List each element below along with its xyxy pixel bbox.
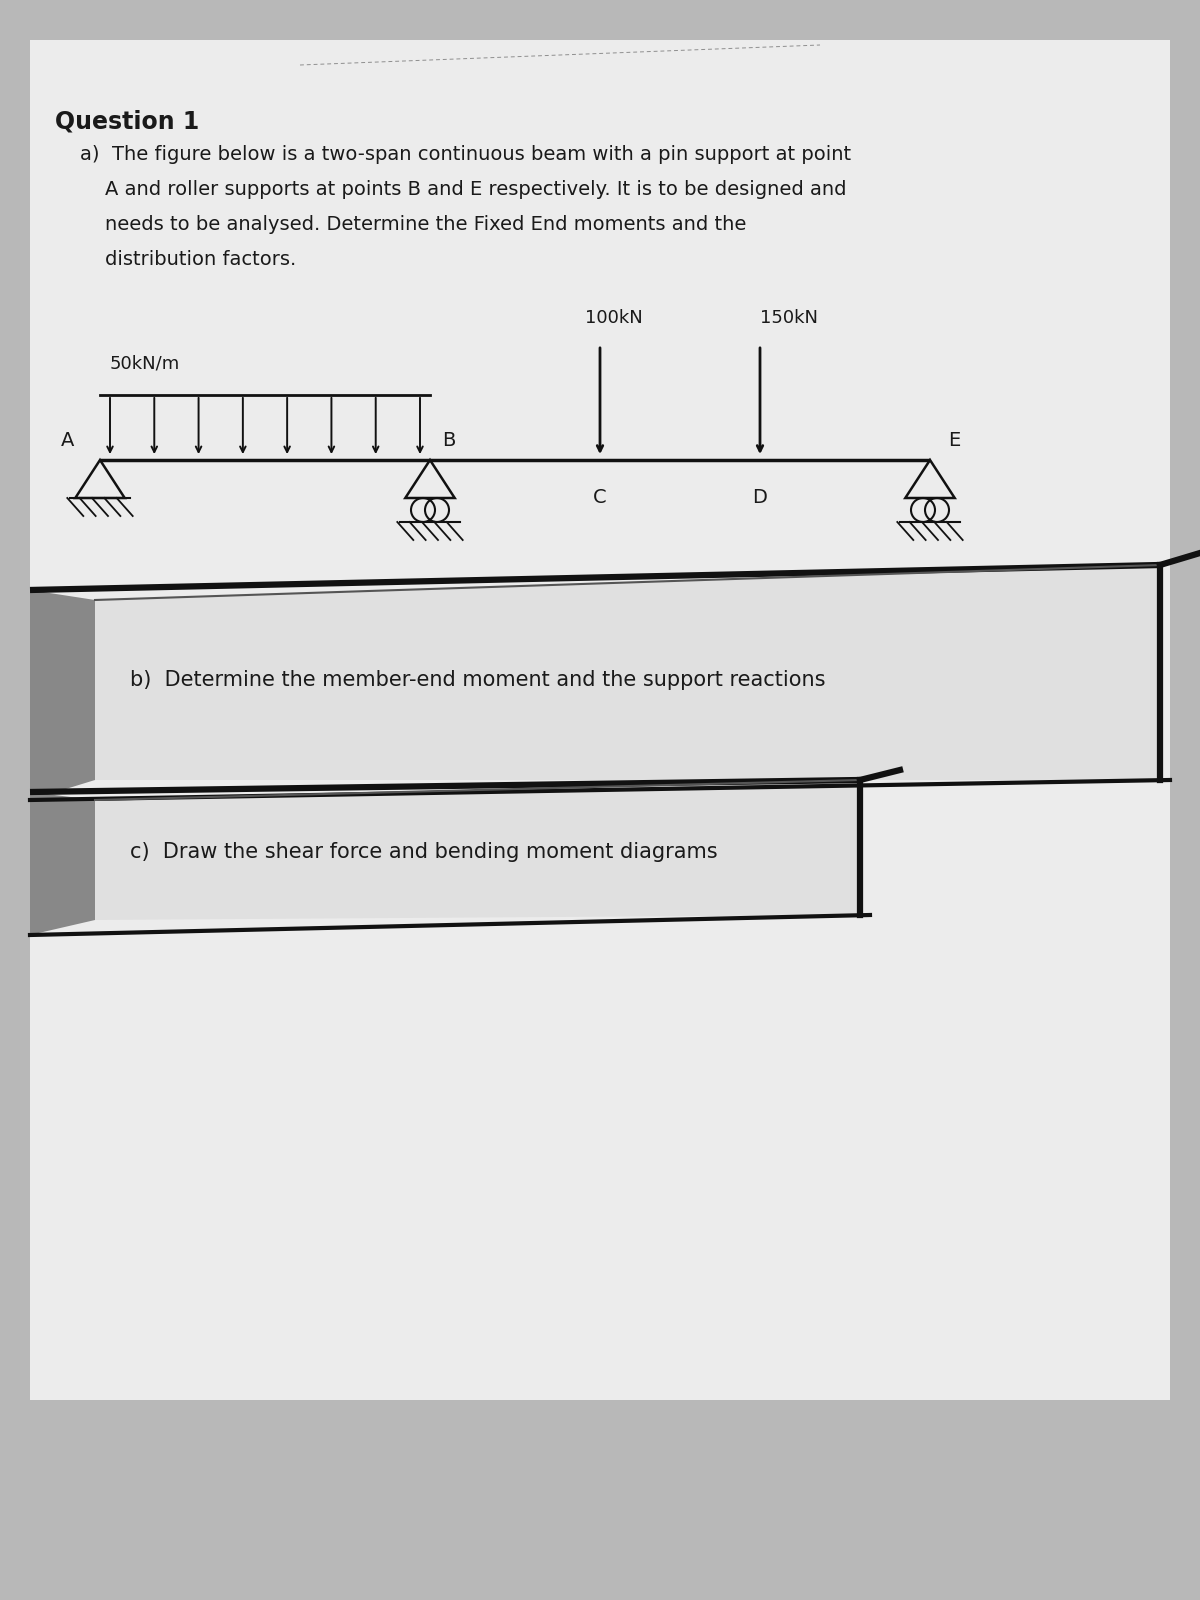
- Text: D: D: [752, 488, 768, 507]
- Polygon shape: [95, 565, 1160, 781]
- Text: B: B: [442, 430, 455, 450]
- Text: 3m: 3m: [830, 645, 859, 662]
- Text: C: C: [593, 488, 607, 507]
- Text: 100kN: 100kN: [586, 309, 643, 326]
- Text: A: A: [61, 430, 74, 450]
- Text: A and roller supports at points B and E respectively. It is to be designed and: A and roller supports at points B and E …: [80, 179, 846, 198]
- Text: b)  Determine the member-end moment and the support reactions: b) Determine the member-end moment and t…: [130, 670, 826, 690]
- Text: 6m: 6m: [251, 645, 280, 662]
- Text: needs to be analysed. Determine the Fixed End moments and the: needs to be analysed. Determine the Fixe…: [80, 214, 746, 234]
- Text: c)  Draw the shear force and bending moment diagrams: c) Draw the shear force and bending mome…: [130, 842, 718, 862]
- Text: E: E: [948, 430, 960, 450]
- Polygon shape: [30, 792, 95, 934]
- Text: distribution factors.: distribution factors.: [80, 250, 296, 269]
- Text: 50kN/m: 50kN/m: [110, 355, 180, 373]
- Bar: [30, 40, 1170, 1400]
- Text: Question 1: Question 1: [55, 110, 199, 134]
- Polygon shape: [30, 590, 95, 800]
- Polygon shape: [95, 781, 860, 920]
- Text: a)  The figure below is a two-span continuous beam with a pin support at point: a) The figure below is a two-span contin…: [80, 146, 851, 165]
- Text: 150kN: 150kN: [760, 309, 818, 326]
- Text: 3m: 3m: [666, 645, 695, 662]
- Text: 3m: 3m: [500, 645, 529, 662]
